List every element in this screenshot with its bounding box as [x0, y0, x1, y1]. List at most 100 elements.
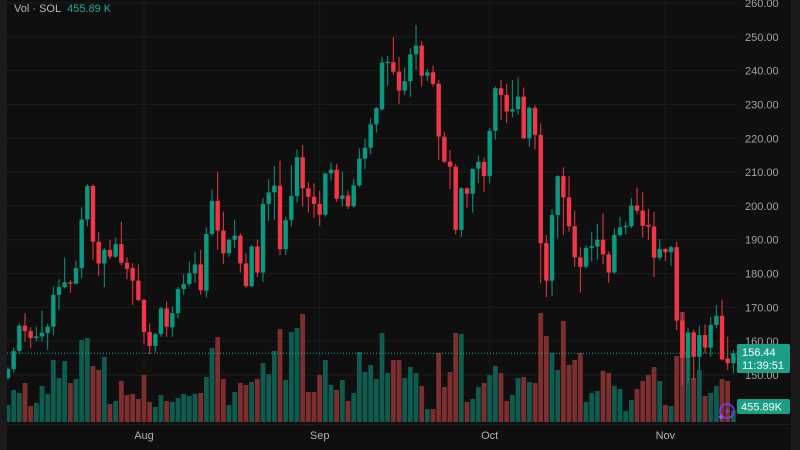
candle-body	[702, 335, 708, 348]
candle-body	[192, 264, 198, 274]
volume-bar	[662, 405, 668, 422]
volume-bar	[436, 353, 442, 422]
x-tick-label: Sep	[310, 430, 330, 442]
price-badge: 156.44 11:39:51	[737, 344, 790, 373]
candle-body	[209, 200, 215, 234]
candle	[328, 162, 334, 181]
candle	[85, 184, 90, 227]
candle-body	[578, 257, 583, 267]
y-tick-label: 170.00	[745, 302, 779, 314]
candle-body	[277, 185, 283, 250]
volume-bar	[305, 392, 311, 422]
candle	[515, 77, 521, 115]
candle	[578, 247, 583, 293]
candle-body	[572, 226, 577, 258]
candle	[323, 173, 328, 217]
volume-bar	[249, 382, 255, 422]
candle	[725, 336, 730, 370]
candle	[45, 323, 50, 350]
candle-body	[226, 239, 232, 254]
candle	[294, 149, 300, 203]
candle	[385, 56, 390, 86]
time-axis[interactable]: Aug Sep Oct Nov	[134, 430, 675, 442]
volume-bar	[300, 314, 306, 422]
candle-body	[289, 196, 294, 221]
candle	[453, 163, 458, 235]
candle-body	[595, 239, 600, 247]
candle-body	[566, 197, 572, 227]
candle	[147, 323, 152, 355]
candle	[238, 233, 243, 273]
left-edge	[0, 0, 7, 450]
y-tick-label: 200.00	[745, 201, 779, 213]
candle-body	[107, 249, 113, 257]
legend-value: 455.89 K	[67, 3, 112, 15]
candle-body	[487, 130, 492, 177]
candle-body	[731, 353, 736, 364]
volume-bar	[657, 381, 663, 422]
lightning-sparkle-icon[interactable]	[718, 403, 735, 420]
y-tick-label: 240.00	[745, 66, 779, 78]
candle-body	[368, 124, 373, 148]
volume-bar	[45, 394, 51, 422]
candle	[141, 298, 147, 345]
price-axis[interactable]: 260.00 250.00 240.00 230.00 220.00 210.00 200.…	[745, 0, 779, 382]
candle	[192, 252, 198, 284]
candle	[549, 209, 555, 296]
candle	[476, 155, 481, 183]
candle-body	[255, 246, 260, 273]
volume-bar	[560, 321, 566, 422]
candle	[600, 213, 606, 265]
candle-body	[385, 61, 390, 64]
volume-bar	[390, 360, 396, 422]
volume-bar	[685, 356, 691, 422]
countdown-value: 11:39:51	[742, 360, 784, 372]
candle	[668, 245, 674, 266]
candle	[708, 316, 713, 357]
candle-body	[481, 161, 487, 177]
volume-bar	[356, 352, 362, 422]
candle-body	[62, 282, 67, 288]
volume-bar	[640, 381, 646, 422]
candle	[685, 327, 691, 384]
candle	[51, 286, 56, 336]
candle-body	[396, 71, 402, 91]
volume-bar	[124, 395, 130, 422]
volume-bar	[28, 406, 34, 422]
volume-bar	[90, 366, 96, 422]
volume-bar	[294, 328, 300, 422]
candle-body	[402, 81, 407, 91]
candle-body	[238, 235, 243, 264]
candle	[130, 263, 135, 306]
candle-body	[272, 185, 277, 193]
volume-bar	[481, 383, 487, 422]
volume-bar	[135, 399, 141, 422]
volume-bar	[169, 402, 175, 422]
candle-body	[136, 280, 141, 300]
volume-bar	[407, 367, 413, 422]
volume-bar	[464, 402, 470, 422]
volume-bar	[5, 405, 11, 422]
candle-body	[725, 358, 730, 364]
volume-bar	[118, 381, 124, 422]
volume-bar	[107, 404, 113, 422]
volume-bar	[254, 379, 260, 422]
candle	[243, 253, 249, 288]
volume-bar	[730, 410, 736, 422]
candle-body	[328, 169, 334, 174]
candle	[119, 221, 124, 266]
volume-bar	[266, 374, 272, 422]
volume-bar	[22, 383, 28, 422]
candle-body	[521, 96, 526, 139]
candle-body	[532, 107, 538, 135]
candle-body	[306, 188, 311, 197]
volume-bar	[674, 356, 680, 422]
volume-bar	[651, 367, 657, 422]
candle-body	[5, 368, 11, 379]
volume-bar	[33, 403, 39, 422]
candle	[215, 172, 220, 250]
volume-bar	[634, 389, 640, 422]
candle	[249, 244, 254, 288]
candle-body	[17, 325, 22, 352]
